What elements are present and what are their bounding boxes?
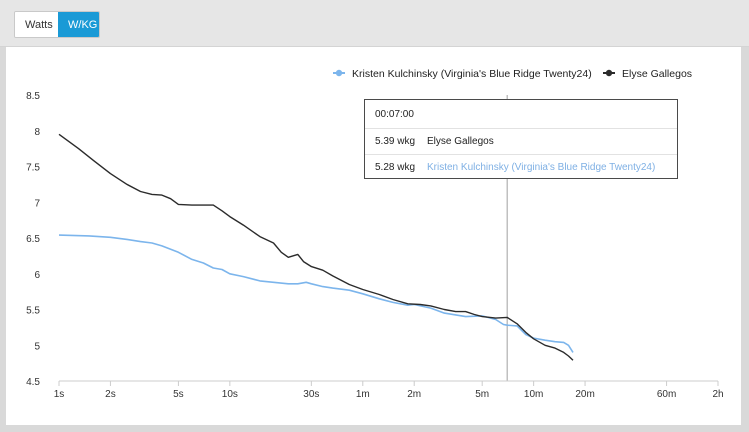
x-tick-label: 20m <box>575 389 594 400</box>
y-tick-label: 6 <box>34 270 40 281</box>
y-axis: 4.5 5 5.5 6 6.5 7 7.5 8 8.5 <box>26 91 40 388</box>
y-tick-label: 4.5 <box>26 377 40 388</box>
tooltip-series-name: Elyse Gallegos <box>427 136 494 147</box>
x-axis: 1s 2s 5s 10s 30s 1m 2m 5m 10m 20m 60m 2h <box>54 380 724 400</box>
x-tick-label: 60m <box>657 389 676 400</box>
tooltip-row-kristen: 5.28 wkg Kristen Kulchinsky (Virginia's B… <box>365 155 677 180</box>
legend-label[interactable]: Elyse Gallegos <box>622 68 692 80</box>
watts-button[interactable]: Watts <box>15 12 58 37</box>
x-tick-label: 10m <box>524 389 543 400</box>
x-tick-label: 5m <box>475 389 489 400</box>
chart-panel: Kristen Kulchinsky (Virginia's Blue Ridg… <box>6 47 741 425</box>
x-tick-label: 2m <box>407 389 421 400</box>
legend-marker <box>605 69 613 77</box>
power-curve-chart[interactable]: Kristen Kulchinsky (Virginia's Blue Ridg… <box>6 47 741 425</box>
chart-tooltip: 00:07:00 5.39 wkg Elyse Gallegos 5.28 wkg… <box>364 99 678 179</box>
y-tick-label: 5 <box>34 341 40 352</box>
x-tick-label: 5s <box>173 389 184 400</box>
tooltip-row-elyse: 5.39 wkg Elyse Gallegos <box>365 129 677 155</box>
top-bar: Watts W/KG <box>0 0 749 47</box>
tooltip-series-name: Kristen Kulchinsky (Virginia's Blue Ridg… <box>427 162 656 173</box>
y-tick-label: 8.5 <box>26 91 40 102</box>
x-tick-label: 2s <box>105 389 116 400</box>
y-tick-label: 8 <box>34 127 40 138</box>
wkg-button[interactable]: W/KG <box>58 12 99 37</box>
tooltip-value: 5.28 wkg <box>375 162 416 173</box>
y-tick-label: 7.5 <box>26 163 40 174</box>
x-tick-label: 1m <box>356 389 370 400</box>
x-tick-label: 2h <box>712 389 723 400</box>
x-tick-label: 10s <box>222 389 238 400</box>
series-line-1[interactable] <box>58 133 574 361</box>
x-tick-label: 30s <box>303 389 319 400</box>
tooltip-value: 5.39 wkg <box>375 136 416 147</box>
y-tick-label: 7 <box>34 198 40 209</box>
legend-marker <box>335 69 343 77</box>
y-tick-label: 6.5 <box>26 234 40 245</box>
legend-label[interactable]: Kristen Kulchinsky (Virginia's Blue Ridg… <box>352 68 592 80</box>
unit-toggle: Watts W/KG <box>14 11 100 38</box>
series-line-0[interactable] <box>58 234 574 353</box>
chart-legend: Kristen Kulchinsky (Virginia's Blue Ridg… <box>333 68 692 80</box>
y-tick-label: 5.5 <box>26 306 40 317</box>
tooltip-time: 00:07:00 <box>365 100 677 129</box>
x-tick-label: 1s <box>54 389 65 400</box>
